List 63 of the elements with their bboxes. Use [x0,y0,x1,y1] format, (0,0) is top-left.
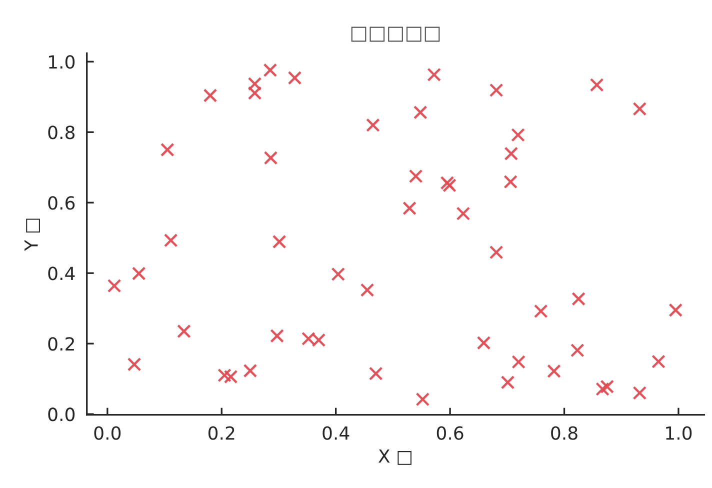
point [203,88,218,102]
point [248,76,262,91]
x-tick-label: 0.0 [94,426,121,440]
x-tick-label: 0.4 [322,426,350,440]
point [177,324,191,338]
point [402,201,416,216]
y-tick-label: 0.8 [48,126,75,140]
point [596,382,610,396]
point [489,245,504,260]
point [413,105,428,120]
point [263,63,278,78]
point [500,375,515,390]
point [668,303,683,318]
point [632,102,647,116]
point [288,70,302,85]
y-tick-label: 0.4 [48,266,75,280]
point [489,83,504,98]
point [164,233,178,248]
y-tick-label: 0.0 [48,408,75,422]
point [570,343,584,358]
point [224,370,238,384]
point [456,206,470,220]
chart-title: □□□□□ [351,26,440,42]
point [248,86,262,100]
point [160,142,174,157]
point [511,128,525,142]
point [590,78,604,92]
point [547,364,561,378]
point [132,266,146,280]
point [331,267,346,282]
point [600,380,614,394]
point [107,278,122,293]
x-tick-label: 0.8 [551,426,578,440]
point [366,118,380,132]
y-tick-label: 1.0 [49,55,75,69]
point [534,304,548,318]
point [270,328,284,343]
point [572,292,586,306]
point [512,355,526,369]
point [476,336,491,350]
point [632,386,647,400]
point [652,354,666,368]
point [504,146,518,161]
y-axis-title: Y □ [24,218,40,251]
y-tick-label: 0.2 [48,337,74,351]
x-tick-label: 0.2 [208,426,234,440]
point [408,169,423,184]
x-axis-title: X □ [378,449,412,465]
point [440,176,454,190]
point [218,368,232,382]
y-tick-label: 0.6 [48,196,75,210]
x-tick-label: 1.0 [666,426,692,440]
point [442,178,456,192]
point [504,174,518,189]
point [427,68,441,82]
point [264,150,278,165]
point [127,357,142,372]
point [272,234,286,249]
point [243,364,258,378]
point [368,366,383,380]
point [416,392,430,406]
point [360,283,374,297]
x-tick-label: 0.6 [436,426,464,440]
